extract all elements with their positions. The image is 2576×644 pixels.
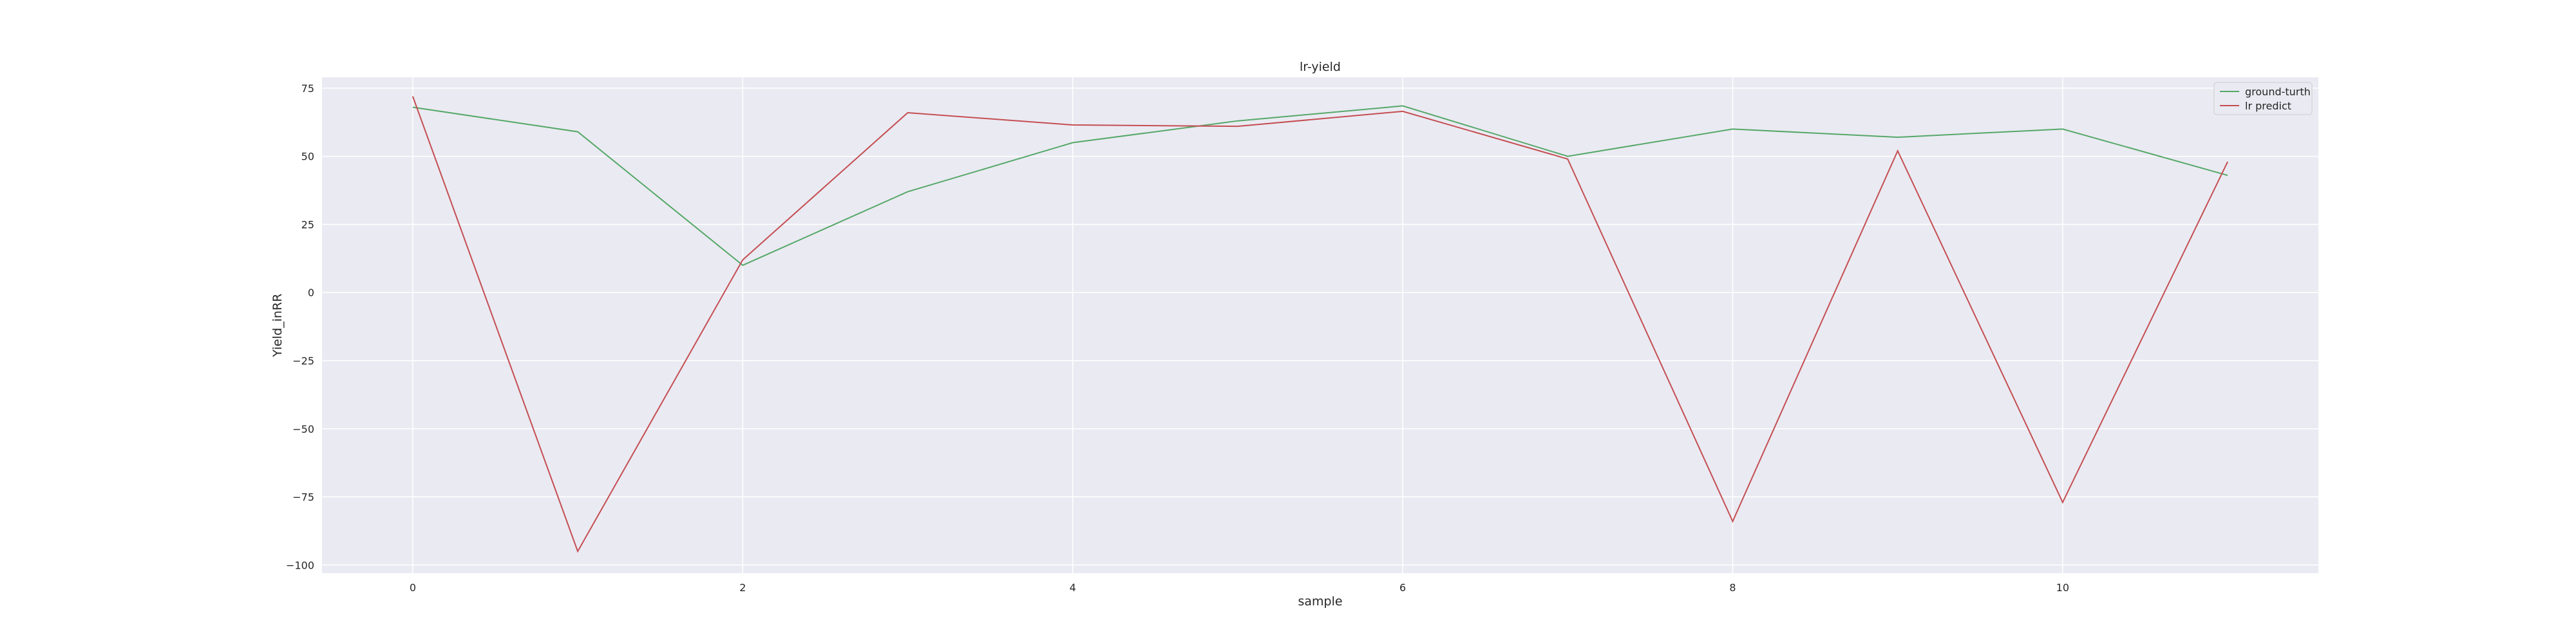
y-gridlines (322, 88, 2318, 566)
legend-label-ground-turth: ground-turth (2245, 86, 2311, 98)
x-tick-labels: 0 2 4 6 8 10 (410, 582, 2069, 594)
y-tick-labels: 75 50 25 0 −25 −50 −75 −100 (286, 82, 314, 571)
y-tick-label: 25 (301, 218, 314, 231)
series-line-ground-turth (412, 105, 2228, 267)
x-tick-label: 2 (739, 582, 746, 594)
x-tick-label: 4 (1070, 582, 1076, 594)
x-axis-label: sample (1298, 594, 1342, 609)
x-tick-label: 8 (1729, 582, 1736, 594)
legend-box (2213, 82, 2313, 115)
chart-title: lr-yield (1300, 60, 1341, 74)
y-tick-label: 0 (308, 287, 314, 299)
legend-label-lr-predict: lr predict (2245, 100, 2291, 112)
y-tick-label: −100 (286, 559, 314, 571)
y-tick-label: 50 (301, 151, 314, 163)
x-gridlines (412, 77, 2063, 573)
y-tick-label: −75 (292, 491, 314, 504)
y-tick-label: −50 (292, 423, 314, 435)
y-axis-label: Yield_inRR (270, 294, 285, 357)
series-layer (412, 96, 2228, 553)
y-tick-label: 75 (301, 82, 314, 95)
x-tick-label: 0 (410, 582, 416, 594)
y-tick-label: −25 (292, 355, 314, 367)
plot-background (322, 77, 2318, 573)
legend: ground-turth lr predict (2213, 82, 2313, 115)
series-line-lr-predict (412, 96, 2228, 553)
x-tick-label: 6 (1399, 582, 1406, 594)
x-tick-label: 10 (2056, 582, 2069, 594)
